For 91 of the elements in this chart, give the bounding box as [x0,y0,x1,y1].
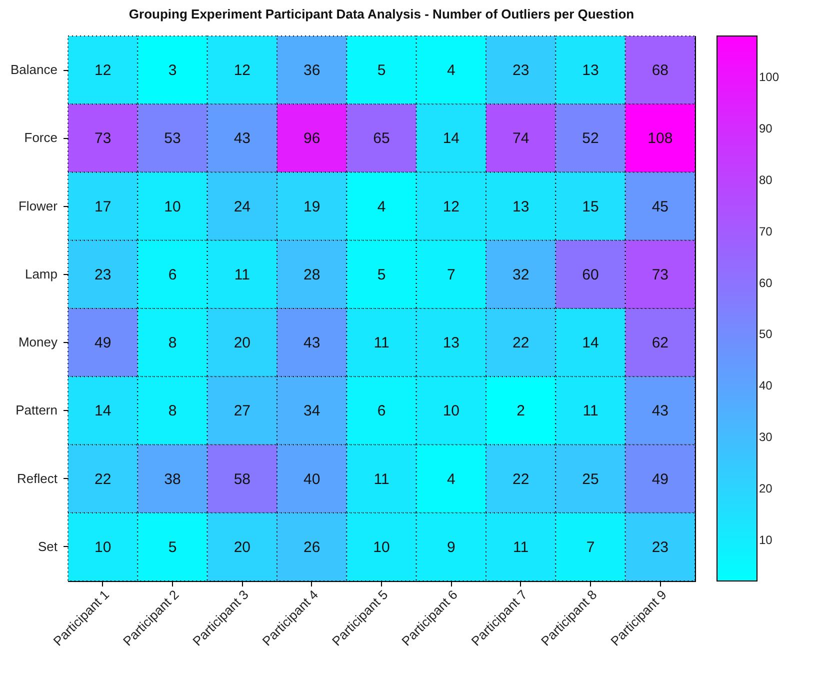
data-label: 53 [164,130,181,148]
data-label: 26 [303,538,320,556]
color-bar-label: 10 [759,532,773,547]
data-label: 43 [652,402,669,420]
data-label: 20 [234,334,251,352]
data-label: 4 [446,62,456,80]
data-label: 10 [164,198,181,216]
data-label: 6 [168,266,177,284]
data-label: 20 [234,538,251,556]
color-bar-label: 50 [759,327,773,342]
data-label: 22 [512,470,530,488]
color-bar-label: 30 [759,430,773,444]
data-label: 3 [168,62,177,80]
y-tick-label: Force [24,130,58,146]
data-label: 2 [516,402,526,420]
data-label: 52 [582,130,599,148]
data-label: 11 [582,402,598,420]
data-label: 10 [373,538,390,556]
data-label: 15 [582,198,599,216]
color-bar-label: 90 [759,122,773,136]
y-tick-label: Lamp [24,266,58,282]
data-label: 60 [582,266,599,284]
data-label: 40 [303,470,320,488]
data-label: 65 [373,130,390,148]
data-label: 49 [94,334,112,352]
data-label: 36 [303,62,320,80]
data-label: 13 [512,198,530,216]
data-label: 19 [303,198,320,216]
data-label: 73 [94,130,112,148]
color-bar-label: 100 [759,70,780,84]
y-tick-label: Balance [10,62,58,78]
color-bar-label: 60 [759,276,773,290]
data-label: 12 [442,198,460,216]
data-label: 9 [446,538,456,556]
data-label: 27 [234,402,251,420]
data-label: 108 [648,130,673,148]
data-label: 12 [94,62,112,80]
data-label: 5 [168,538,177,556]
y-tick-label: Reflect [17,470,58,486]
y-tick-label: Pattern [16,402,58,418]
data-label: 73 [652,266,669,284]
data-label: 11 [513,538,529,556]
data-label: 4 [377,198,386,216]
data-label: 13 [442,334,460,352]
data-label: 45 [652,198,669,216]
data-label: 34 [303,402,320,420]
data-label: 62 [652,334,669,352]
data-label: 28 [303,266,320,284]
data-label: 10 [94,538,112,556]
data-label: 68 [652,62,669,80]
data-label: 43 [303,334,320,352]
data-label: 49 [652,470,669,488]
data-label: 74 [512,130,530,148]
data-label: 7 [446,266,456,284]
color-bar-label: 70 [759,224,773,238]
data-label: 17 [94,198,112,216]
data-label: 22 [512,334,530,352]
data-label: 5 [377,266,386,284]
data-label: 10 [442,402,460,420]
data-label: 12 [234,62,251,80]
data-label: 23 [652,538,669,556]
data-label: 14 [582,334,599,352]
data-label: 23 [512,62,530,80]
data-label: 4 [446,470,456,488]
data-label: 38 [164,470,181,488]
data-label: 11 [374,334,390,352]
data-label: 23 [94,266,112,284]
chart-title: Grouping Experiment Participant Data Analysis - Number of Outliers per Question [128,6,634,22]
data-label: 8 [168,402,177,420]
color-bar-label: 20 [759,481,773,496]
y-tick-label: Money [18,334,58,350]
data-label: 22 [94,470,112,488]
data-label: 11 [234,266,250,284]
data-label: 5 [377,62,386,80]
data-label: 11 [374,470,390,488]
data-label: 8 [168,334,177,352]
data-label: 25 [582,470,599,488]
data-label: 14 [94,402,112,420]
data-label: 24 [234,198,251,216]
data-label: 32 [512,266,530,284]
y-tick-label: Flower [18,198,58,214]
y-tick-label: Set [38,538,58,554]
data-label: 96 [303,130,320,148]
data-label: 13 [582,62,599,80]
data-label: 7 [586,538,595,556]
data-label: 43 [234,130,251,148]
data-label: 6 [377,402,386,420]
color-bar-label: 80 [759,172,773,187]
data-label: 58 [234,470,251,488]
color-bar-label: 40 [759,378,773,393]
data-label: 14 [442,130,460,148]
